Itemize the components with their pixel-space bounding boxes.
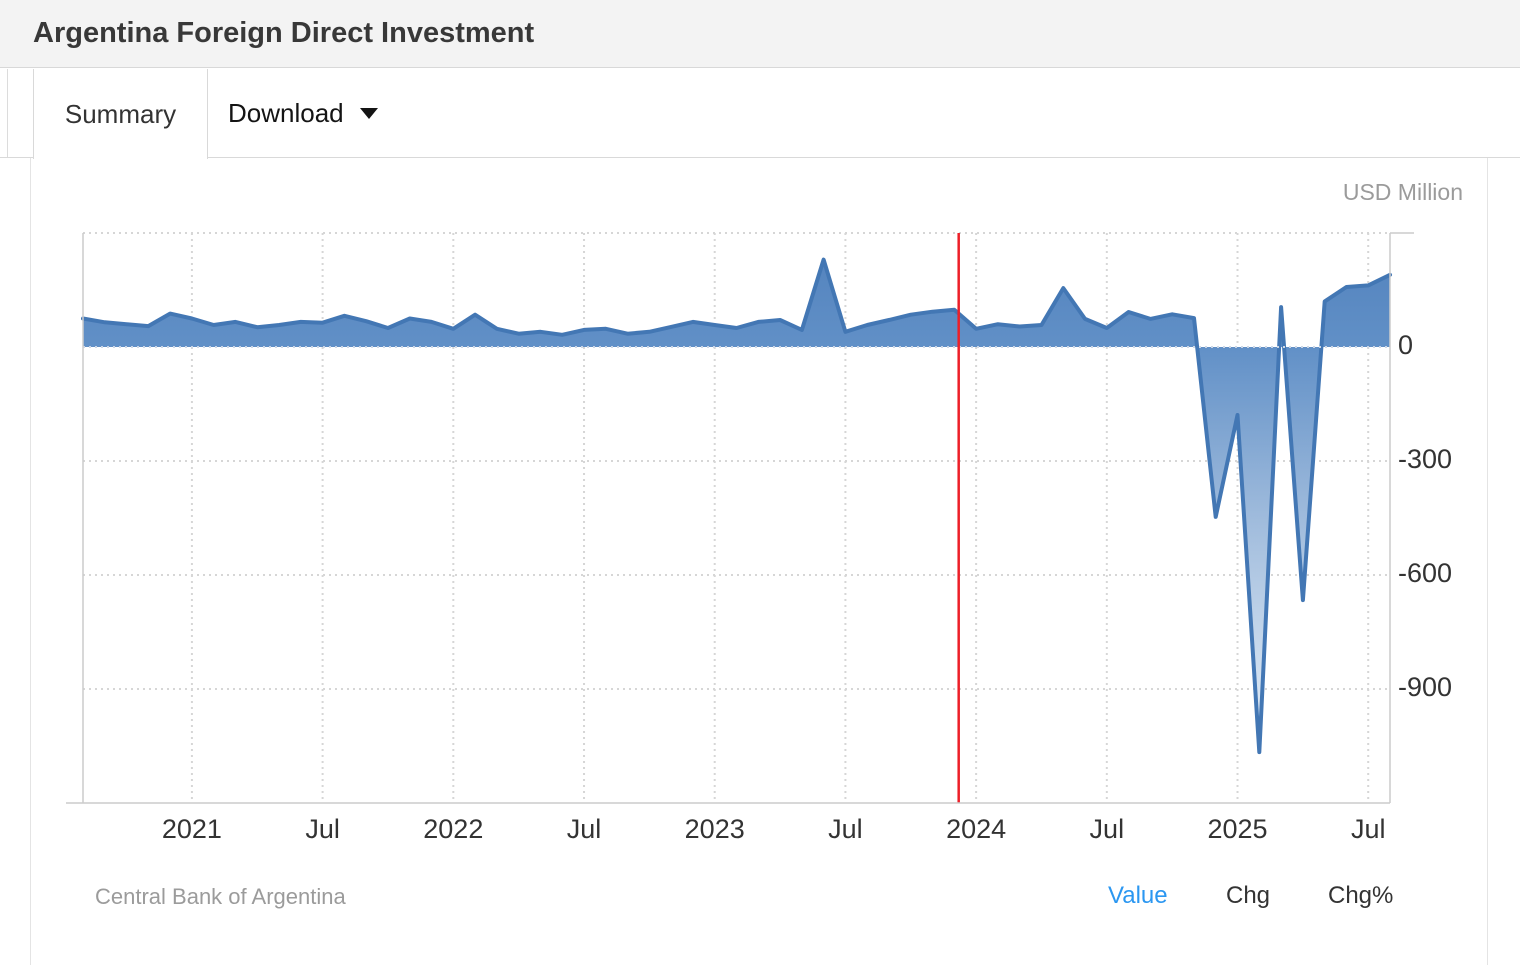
x-axis-label: 2023 — [684, 814, 745, 844]
y-axis-label: -900 — [1398, 672, 1453, 702]
page-header: Argentina Foreign Direct Investment — [0, 0, 1520, 68]
y-axis-label: -600 — [1398, 558, 1453, 588]
tab-summary-label: Summary — [64, 98, 177, 129]
download-button[interactable]: Download — [228, 69, 378, 158]
tab-bar-border-left-segment — [0, 157, 33, 158]
x-axis-label: 2021 — [161, 814, 222, 844]
download-caret-icon — [359, 108, 378, 119]
x-axis-label: Jul — [305, 814, 340, 844]
download-button-label: Download — [228, 98, 344, 128]
panel-border-right — [1487, 158, 1488, 965]
x-axis-label: Jul — [1350, 814, 1386, 844]
y-axis-label: 0 — [1398, 330, 1414, 360]
y-axis-unit-label: USD Million — [1342, 179, 1463, 205]
y-axis-label: -300 — [1398, 444, 1453, 474]
tab-bar-left-divider — [7, 69, 8, 158]
x-axis-label: Jul — [566, 814, 602, 844]
footer-link-chg-pct[interactable]: Chg% — [1328, 882, 1394, 909]
footer-link-chg[interactable]: Chg — [1226, 882, 1271, 909]
panel-border-left — [30, 158, 31, 965]
x-axis-label: 2025 — [1207, 814, 1268, 844]
tab-bar-border-right-segment — [208, 157, 1520, 158]
x-axis-label: 2022 — [423, 814, 484, 844]
fdi-area-fill — [83, 259, 1390, 753]
footer-link-value[interactable]: Value — [1108, 882, 1168, 909]
tab-summary[interactable]: Summary — [33, 69, 208, 159]
x-axis-label: 2024 — [946, 814, 1007, 844]
x-axis-label: Jul — [1089, 814, 1125, 844]
source-attribution: Central Bank of Argentina — [95, 884, 346, 909]
fdi-series-line — [81, 257, 1392, 755]
tab-bar: Summary Download — [0, 69, 1520, 159]
x-axis-label: Jul — [828, 814, 863, 844]
page-title: Argentina Foreign Direct Investment — [33, 17, 535, 49]
